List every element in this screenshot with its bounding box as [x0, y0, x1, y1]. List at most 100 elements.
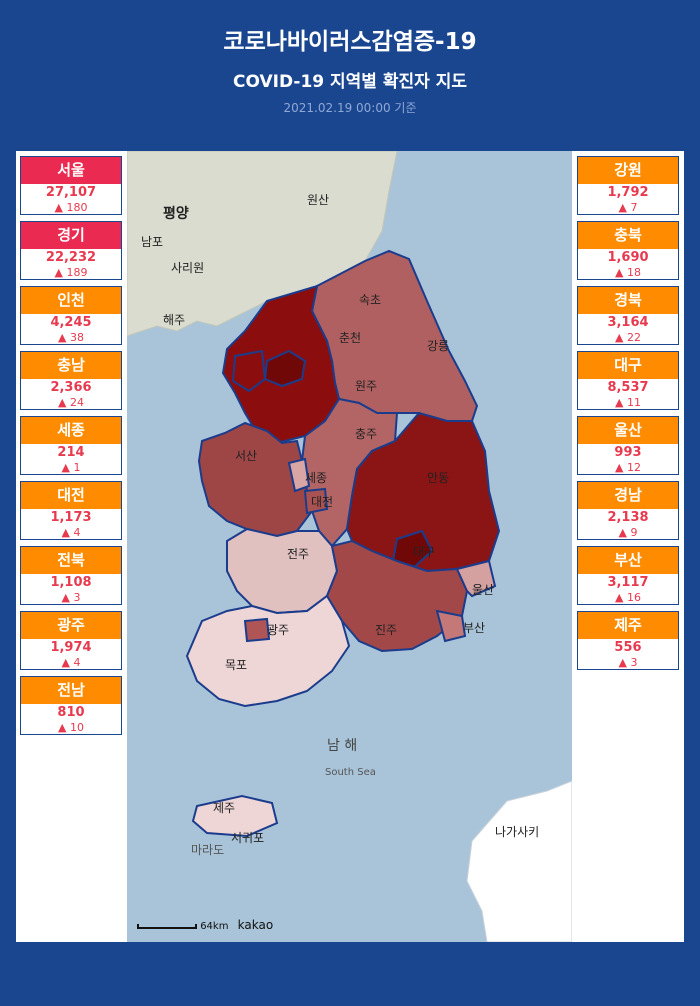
region-card[interactable]: 충북 1,690 ▲ 18: [577, 221, 679, 280]
map-label-daejeon: 대전: [311, 495, 334, 509]
region-name: 서울: [21, 157, 121, 184]
map-label-chuncheon: 춘천: [339, 331, 362, 345]
map-label-seogwipo: 서귀포: [231, 831, 265, 845]
region-card[interactable]: 경북 3,164 ▲ 22: [577, 286, 679, 345]
region-count: 22,232: [45, 250, 97, 265]
region-count: 4,245: [50, 315, 92, 330]
region-name: 울산: [578, 417, 678, 444]
page-subtitle: COVID-19 지역별 확진자 지도: [233, 72, 467, 92]
region-count: 1,173: [50, 510, 92, 525]
region-name: 강원: [578, 157, 678, 184]
region-name: 전남: [21, 677, 121, 704]
map-label-haeju: 해주: [163, 313, 186, 327]
map-label-jeonju: 전주: [287, 547, 310, 561]
region-delta: ▲ 24: [58, 396, 84, 409]
map-label-gwangju: 광주: [267, 623, 290, 637]
region-card[interactable]: 인천 4,245 ▲ 38: [20, 286, 122, 345]
region-count: 2,366: [50, 380, 92, 395]
map-scale: 64km kakao: [137, 918, 273, 932]
region-delta: ▲ 4: [61, 526, 81, 539]
region-delta: ▲ 7: [618, 201, 638, 214]
region-name: 제주: [578, 612, 678, 639]
map-label-south-sea: 남 해: [327, 738, 358, 754]
map-label-nagasaki: 나가사키: [495, 825, 540, 839]
map-label-gangneung: 강릉: [427, 339, 450, 353]
map-label-jinju: 진주: [375, 623, 398, 637]
region-count: 2,138: [607, 510, 649, 525]
region-delta: ▲ 9: [618, 526, 638, 539]
region-count: 3,117: [607, 575, 649, 590]
region-count: 8,537: [607, 380, 649, 395]
region-name: 부산: [578, 547, 678, 574]
region-count: 27,107: [45, 185, 97, 200]
region-delta: ▲ 16: [615, 591, 641, 604]
kakao-logo: kakao: [237, 918, 274, 932]
map-label-wonsan: 원산: [307, 193, 330, 207]
map-label-seosan: 서산: [235, 449, 258, 463]
region-card[interactable]: 제주 556 ▲ 3: [577, 611, 679, 670]
region-card[interactable]: 경기 22,232 ▲ 189: [20, 221, 122, 280]
covid-map[interactable]: 평양 남포 사리원 해주 원산 속초 춘천 강릉 원주 충주 안동 서산 세종 …: [127, 151, 572, 942]
region-count: 810: [57, 705, 85, 720]
map-label-daegu: 대구: [413, 545, 436, 559]
region-delta: ▲ 189: [54, 266, 88, 279]
region-name: 인천: [21, 287, 121, 314]
incheon-region: [231, 349, 267, 393]
map-label-south-sea-en: South Sea: [325, 767, 376, 778]
map-label-andong: 안동: [427, 471, 450, 485]
region-delta: ▲ 18: [615, 266, 641, 279]
region-count: 556: [614, 640, 642, 655]
scale-label: 64km: [200, 921, 229, 932]
region-card[interactable]: 강원 1,792 ▲ 7: [577, 156, 679, 215]
daejeon-region: [303, 487, 329, 515]
region-count: 1,690: [607, 250, 649, 265]
map-svg: [127, 151, 572, 942]
gwangju-region: [243, 617, 271, 643]
region-card[interactable]: 전북 1,108 ▲ 3: [20, 546, 122, 605]
region-delta: ▲ 22: [615, 331, 641, 344]
region-card[interactable]: 대전 1,173 ▲ 4: [20, 481, 122, 540]
region-card[interactable]: 광주 1,974 ▲ 4: [20, 611, 122, 670]
region-name: 세종: [21, 417, 121, 444]
region-card[interactable]: 부산 3,117 ▲ 16: [577, 546, 679, 605]
page-title: 코로나바이러스감염증-19: [223, 29, 477, 55]
north-korea-land: [127, 151, 398, 337]
map-label-jeju: 제주: [213, 801, 236, 815]
map-label-sejong: 세종: [305, 471, 328, 485]
region-name: 충남: [21, 352, 121, 379]
ulsan-region: [455, 559, 497, 598]
region-name: 전북: [21, 547, 121, 574]
japan-land: [466, 780, 572, 942]
jeonnam-region: [185, 594, 351, 708]
region-count: 214: [57, 445, 85, 460]
region-count: 1,108: [50, 575, 92, 590]
region-delta: ▲ 3: [61, 591, 81, 604]
map-label-chungju: 충주: [355, 427, 378, 441]
map-label-wonju: 원주: [355, 379, 378, 393]
region-card[interactable]: 충남 2,366 ▲ 24: [20, 351, 122, 410]
map-label-mokpo: 목포: [225, 658, 248, 672]
region-delta: ▲ 1: [61, 461, 81, 474]
region-delta: ▲ 4: [61, 656, 81, 669]
timestamp: 2021.02.19 00:00 기준: [283, 101, 417, 115]
region-card[interactable]: 울산 993 ▲ 12: [577, 416, 679, 475]
jeju-region: [191, 794, 279, 838]
region-card[interactable]: 대구 8,537 ▲ 11: [577, 351, 679, 410]
map-label-sokcho: 속초: [359, 293, 382, 307]
map-label-marado: 마라도: [191, 843, 225, 857]
region-name: 광주: [21, 612, 121, 639]
map-label-ulsan: 울산: [472, 583, 495, 597]
region-card[interactable]: 서울 27,107 ▲ 180: [20, 156, 122, 215]
region-name: 대전: [21, 482, 121, 509]
region-name: 충북: [578, 222, 678, 249]
region-delta: ▲ 11: [615, 396, 641, 409]
region-name: 경북: [578, 287, 678, 314]
region-delta: ▲ 12: [615, 461, 641, 474]
busan-region: [435, 609, 467, 643]
region-delta: ▲ 3: [618, 656, 638, 669]
daegu-region: [391, 529, 434, 571]
region-card[interactable]: 경남 2,138 ▲ 9: [577, 481, 679, 540]
region-card[interactable]: 세종 214 ▲ 1: [20, 416, 122, 475]
region-delta: ▲ 180: [54, 201, 88, 214]
region-card[interactable]: 전남 810 ▲ 10: [20, 676, 122, 735]
